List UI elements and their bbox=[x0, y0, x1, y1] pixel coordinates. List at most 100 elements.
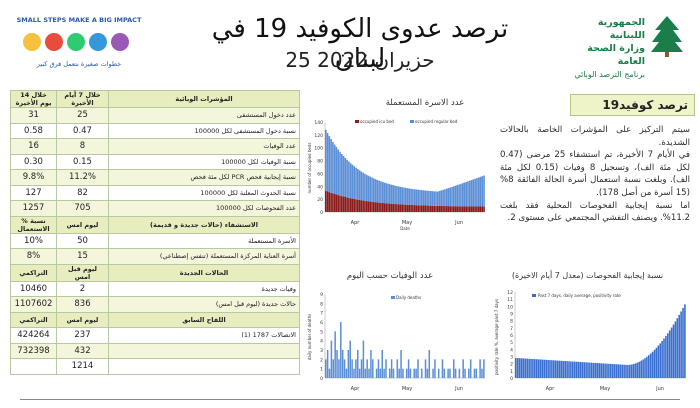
table-row: 732398 432 bbox=[10, 342, 300, 359]
icu-bar bbox=[374, 202, 377, 212]
positivity-bar bbox=[581, 362, 584, 378]
death-bar bbox=[360, 359, 363, 378]
month-label: Apr bbox=[351, 386, 361, 392]
icu-bar bbox=[339, 195, 341, 212]
death-bar bbox=[417, 359, 419, 378]
death-bar bbox=[405, 368, 408, 378]
positivity-bar bbox=[594, 362, 597, 378]
positivity-bar bbox=[572, 361, 574, 378]
icu-bar bbox=[431, 205, 434, 212]
icu-bar bbox=[461, 206, 464, 212]
positivity-bar bbox=[587, 362, 589, 378]
icu-bar bbox=[378, 202, 380, 212]
cell-value: 31 bbox=[10, 107, 57, 124]
deaths-chart: عدد الوفيات حسب اليوم 0 1 2 3 4 5 6 7 8 9 daily nu… bbox=[305, 268, 490, 398]
regular-bar bbox=[444, 189, 446, 207]
regular-bar bbox=[394, 185, 396, 205]
x-axis-label: Date bbox=[400, 226, 410, 231]
icu-bar bbox=[346, 197, 348, 212]
positivity-bar bbox=[556, 360, 559, 378]
regular-bar bbox=[373, 178, 375, 203]
regular-bar bbox=[401, 187, 404, 205]
month-label: May bbox=[600, 386, 610, 392]
icu-bar bbox=[387, 203, 389, 212]
y-tick-label: 2 bbox=[510, 362, 513, 368]
regular-bar bbox=[413, 189, 416, 206]
positivity-bar bbox=[575, 361, 578, 378]
legend-regular: occupied regular bed bbox=[415, 119, 458, 124]
summary-paragraph-1: سيتم التركيز على المؤشرات الخاصة بالحالا… bbox=[500, 125, 690, 148]
death-bar bbox=[347, 350, 350, 378]
header-indicators: المؤشرات الوبائية bbox=[108, 90, 300, 108]
regular-bar bbox=[367, 175, 370, 202]
regular-bar bbox=[433, 191, 436, 206]
death-bar bbox=[368, 368, 370, 378]
death-bar bbox=[364, 368, 367, 378]
death-bar bbox=[351, 359, 353, 378]
regular-bar bbox=[447, 188, 450, 207]
regular-bar bbox=[449, 187, 452, 207]
regular-bar bbox=[364, 173, 366, 201]
positivity-bar bbox=[520, 358, 523, 378]
positivity-bar bbox=[543, 359, 546, 378]
cell-value: 9.8% bbox=[10, 169, 57, 186]
table-row: 1257 705 عدد الفحوصات لكل 100000 bbox=[10, 200, 300, 217]
death-bar bbox=[326, 350, 329, 378]
icu-bar bbox=[358, 199, 361, 212]
death-bar bbox=[325, 359, 327, 378]
table-row: 8% 15 أسرة العناية المركزة المستعملة (تن… bbox=[10, 248, 300, 265]
covid-summary-panel: ترصد كوفيد19 سيتم التركيز على المؤشرات ا… bbox=[490, 90, 695, 400]
beds-plot: 0 20 40 60 80 100 120 140 number of occupied bed… bbox=[307, 119, 485, 231]
positivity-bar bbox=[610, 363, 612, 378]
regular-bar bbox=[429, 191, 432, 206]
positivity-bar bbox=[615, 364, 618, 378]
positivity-bar bbox=[668, 330, 671, 378]
regular-bar bbox=[470, 180, 473, 207]
regular-bar bbox=[454, 185, 457, 207]
icu-bar bbox=[344, 197, 347, 212]
icu-bar bbox=[362, 200, 364, 212]
cell-value bbox=[10, 358, 57, 375]
positivity-bar bbox=[585, 362, 587, 378]
regular-bar bbox=[325, 129, 327, 191]
y-tick-label: 7 bbox=[510, 326, 513, 332]
icu-bar bbox=[470, 206, 473, 212]
icu-bar bbox=[405, 204, 407, 212]
positivity-bar bbox=[634, 363, 637, 378]
icu-bar bbox=[454, 206, 457, 212]
y-tick-label: 5 bbox=[510, 340, 513, 346]
cell-label: وفيات جديدة bbox=[108, 280, 300, 297]
deaths-chart-title: عدد الوفيات حسب اليوم bbox=[346, 271, 434, 281]
regular-bar bbox=[397, 186, 400, 205]
beds-chart-title: عدد الاسرة المستعملة bbox=[385, 98, 465, 108]
regular-bar bbox=[460, 183, 462, 207]
regular-bar bbox=[451, 186, 453, 207]
death-bar bbox=[469, 359, 472, 378]
death-bar bbox=[381, 350, 383, 378]
icu-bar bbox=[460, 206, 462, 212]
positivity-bar bbox=[535, 359, 538, 378]
regular-bar bbox=[453, 186, 455, 207]
regular-bar bbox=[472, 179, 475, 207]
y-tick-label: 0 bbox=[510, 376, 513, 382]
icu-bar bbox=[437, 205, 439, 212]
positivity-bar bbox=[592, 362, 595, 378]
positivity-bar bbox=[537, 359, 540, 378]
regular-bar bbox=[369, 176, 372, 202]
positivity-bar bbox=[518, 358, 521, 378]
positivity-bar bbox=[636, 362, 639, 378]
stats-header-row: خلال 14 يوم الأخيرة خلال 7 أيام الأخيرة … bbox=[10, 90, 300, 108]
positivity-bar bbox=[674, 321, 677, 378]
cases-header-row: التراكمي ليوم قبل امس الحالات الجديدة bbox=[10, 263, 300, 282]
regular-bar bbox=[476, 178, 478, 207]
positivity-bar bbox=[613, 364, 616, 378]
regular-bar bbox=[465, 181, 468, 207]
positivity-bar bbox=[638, 361, 641, 378]
header-cumulative: التراكمي bbox=[10, 263, 57, 282]
regular-bar bbox=[333, 144, 336, 194]
deaths-plot: 0 1 2 3 4 5 6 7 8 9 daily number of deaths Daily de… bbox=[307, 292, 485, 392]
regular-bar bbox=[396, 186, 398, 205]
month-label: Apr bbox=[546, 386, 556, 392]
regular-bar bbox=[389, 184, 391, 204]
